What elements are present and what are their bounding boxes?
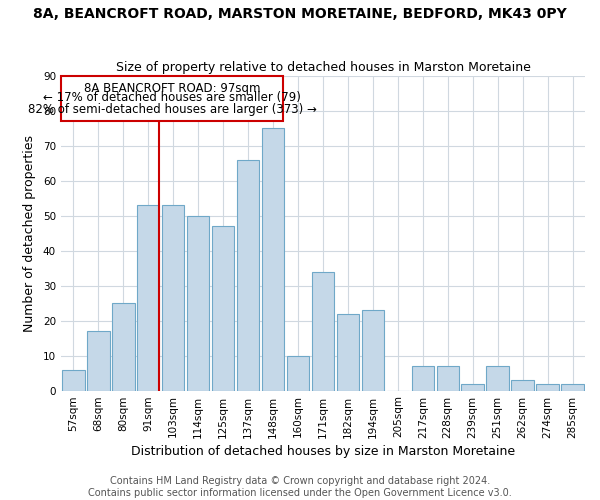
Bar <box>362 310 384 390</box>
Bar <box>187 216 209 390</box>
Bar <box>412 366 434 390</box>
Bar <box>287 356 309 390</box>
X-axis label: Distribution of detached houses by size in Marston Moretaine: Distribution of detached houses by size … <box>131 444 515 458</box>
Y-axis label: Number of detached properties: Number of detached properties <box>23 134 36 332</box>
Text: 82% of semi-detached houses are larger (373) →: 82% of semi-detached houses are larger (… <box>28 103 316 116</box>
Bar <box>112 303 134 390</box>
Bar <box>262 128 284 390</box>
Text: 8A, BEANCROFT ROAD, MARSTON MORETAINE, BEDFORD, MK43 0PY: 8A, BEANCROFT ROAD, MARSTON MORETAINE, B… <box>33 8 567 22</box>
Bar <box>237 160 259 390</box>
Bar <box>437 366 459 390</box>
Bar <box>461 384 484 390</box>
Bar <box>511 380 534 390</box>
Title: Size of property relative to detached houses in Marston Moretaine: Size of property relative to detached ho… <box>116 62 530 74</box>
Text: ← 17% of detached houses are smaller (79): ← 17% of detached houses are smaller (79… <box>43 92 301 104</box>
Bar <box>561 384 584 390</box>
Bar <box>137 205 160 390</box>
Bar <box>337 314 359 390</box>
Bar <box>61 76 283 121</box>
Bar <box>212 226 235 390</box>
Bar <box>536 384 559 390</box>
Bar <box>162 205 184 390</box>
Bar <box>487 366 509 390</box>
Bar <box>62 370 85 390</box>
Bar <box>312 272 334 390</box>
Text: 8A BEANCROFT ROAD: 97sqm: 8A BEANCROFT ROAD: 97sqm <box>84 82 260 95</box>
Text: Contains HM Land Registry data © Crown copyright and database right 2024.
Contai: Contains HM Land Registry data © Crown c… <box>88 476 512 498</box>
Bar <box>87 331 110 390</box>
